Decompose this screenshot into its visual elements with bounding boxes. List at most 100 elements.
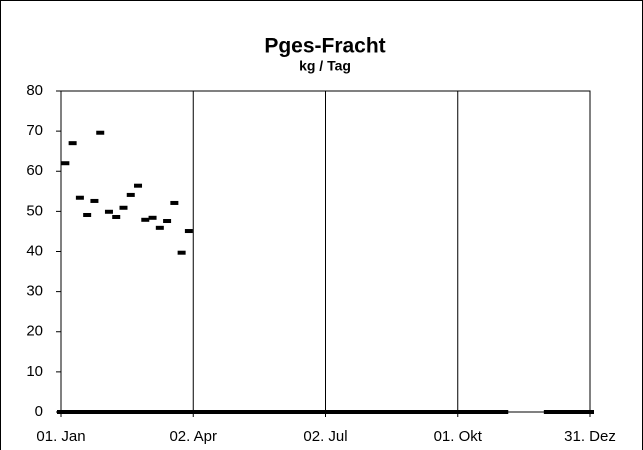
y-tick-label: 10	[26, 363, 43, 380]
marker	[427, 410, 436, 414]
marker	[96, 130, 105, 135]
marker	[104, 209, 113, 214]
x-tick-label: 31. Dez	[564, 428, 616, 445]
x-tick-label: 01. Jan	[36, 428, 85, 445]
marker	[158, 410, 167, 414]
marker	[391, 410, 400, 414]
marker	[177, 250, 186, 255]
marker	[126, 192, 135, 197]
marker	[129, 410, 138, 414]
marker	[456, 410, 465, 414]
marker	[184, 229, 193, 234]
marker	[115, 410, 124, 414]
marker	[449, 410, 458, 414]
marker	[333, 410, 342, 414]
marker	[93, 410, 102, 414]
marker	[318, 410, 327, 414]
marker	[485, 410, 494, 414]
marker	[304, 410, 313, 414]
marker	[119, 205, 128, 210]
y-tick-label: 30	[26, 283, 43, 300]
y-tick-label: 0	[35, 403, 43, 420]
marker	[362, 410, 371, 414]
marker	[253, 410, 262, 414]
marker	[478, 410, 487, 414]
marker	[442, 410, 451, 414]
marker	[216, 410, 225, 414]
marker	[165, 410, 174, 414]
marker	[100, 410, 109, 414]
marker	[311, 410, 320, 414]
marker	[398, 410, 407, 414]
marker	[463, 410, 472, 414]
marker	[209, 410, 218, 414]
marker	[354, 410, 363, 414]
marker	[163, 219, 172, 224]
marker	[434, 410, 443, 414]
y-tick-label: 40	[26, 242, 43, 259]
marker	[267, 410, 276, 414]
marker	[565, 410, 574, 414]
y-tick-label: 50	[26, 202, 43, 219]
marker	[231, 410, 240, 414]
marker	[413, 410, 422, 414]
marker	[173, 410, 182, 414]
marker	[420, 410, 429, 414]
x-tick-label: 01. Okt	[434, 428, 483, 445]
marker	[122, 410, 131, 414]
marker	[112, 214, 121, 219]
marker	[180, 410, 189, 414]
marker	[155, 225, 164, 230]
marker	[405, 410, 414, 414]
marker	[551, 410, 560, 414]
marker	[572, 410, 581, 414]
marker	[148, 215, 157, 220]
marker	[500, 410, 509, 414]
chart-subtitle: kg / Tag	[299, 58, 351, 74]
marker	[289, 410, 298, 414]
marker	[369, 410, 378, 414]
marker	[224, 410, 233, 414]
marker	[75, 195, 84, 200]
marker	[340, 410, 349, 414]
marker	[325, 410, 334, 414]
y-tick-label: 70	[26, 122, 43, 139]
marker	[383, 410, 392, 414]
marker	[492, 410, 501, 414]
marker	[68, 141, 77, 146]
marker	[543, 410, 552, 414]
marker	[144, 410, 153, 414]
marker	[107, 410, 116, 414]
marker	[78, 410, 87, 414]
marker	[57, 410, 65, 414]
marker	[580, 410, 589, 414]
marker	[238, 410, 247, 414]
marker	[376, 410, 385, 414]
marker	[202, 410, 211, 414]
x-tick-label: 02. Jul	[303, 428, 347, 445]
marker	[136, 410, 145, 414]
marker	[83, 212, 92, 217]
marker	[61, 161, 70, 166]
marker	[141, 217, 150, 222]
marker	[274, 410, 283, 414]
marker	[71, 410, 80, 414]
marker	[170, 200, 179, 205]
marker	[245, 410, 254, 414]
y-tick-label: 20	[26, 323, 43, 340]
marker	[282, 410, 291, 414]
marker	[347, 410, 356, 414]
marker	[586, 410, 594, 414]
marker	[151, 410, 160, 414]
marker	[296, 410, 305, 414]
marker	[134, 183, 143, 188]
marker	[558, 410, 567, 414]
marker	[471, 410, 480, 414]
marker	[187, 410, 196, 414]
chart-title: Pges-Fracht	[264, 35, 385, 58]
marker	[260, 410, 269, 414]
marker	[195, 410, 204, 414]
x-tick-label: 02. Apr	[169, 428, 217, 445]
marker	[90, 198, 99, 203]
